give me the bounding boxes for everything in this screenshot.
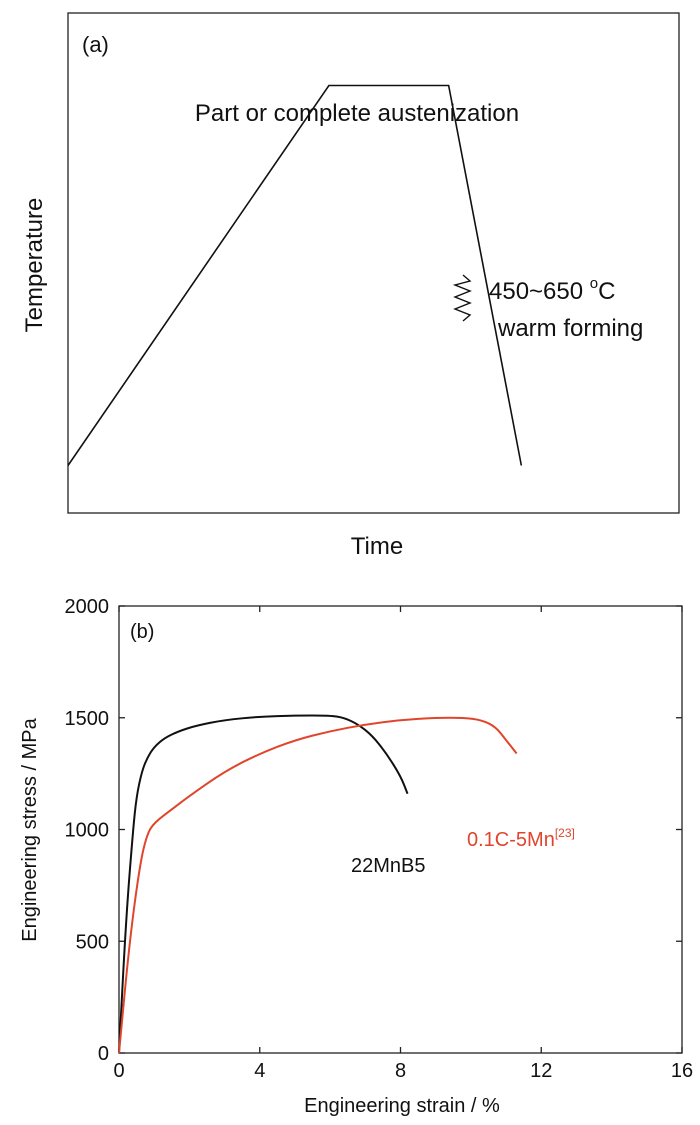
annotation-austenization: Part or complete austenization	[195, 100, 519, 127]
y-tick-label-1500: 1500	[65, 708, 110, 730]
annotation-degree-unit: C	[598, 278, 615, 305]
annotation-degree-sup: o	[590, 275, 598, 292]
panel-b-label: (b)	[130, 621, 154, 643]
series-0.1c-5mn-label-main: 0.1C-5Mn	[467, 829, 555, 851]
series-22mnb5-line	[118, 714, 409, 1054]
y-tick-label-500: 500	[76, 931, 109, 953]
annotation-temperature-range: 450~650 oC	[489, 275, 615, 305]
series-0.1c-5mn-label: 0.1C-5Mn[23]	[467, 826, 575, 851]
panel-a-y-axis-label: Temperature	[21, 198, 48, 333]
y-tick-label-0: 0	[98, 1043, 109, 1065]
panel-b-y-axis-label: Engineering stress / MPa	[19, 717, 41, 941]
x-tick-label-4: 4	[254, 1060, 265, 1082]
panel-b-ticks	[118, 605, 683, 1054]
panel-b-frame	[118, 605, 683, 1054]
y-tick-label-1000: 1000	[65, 820, 110, 842]
panel-a-x-axis-label: Time	[351, 533, 403, 560]
series-22mnb5-label: 22MnB5	[351, 855, 426, 877]
panel-b: (b) 0 4 8 12 16 0 500 1000 1500 2000 22MnB5 0.1C-…	[19, 596, 693, 1117]
annotation-warm-forming: warm forming	[497, 315, 643, 342]
x-tick-label-0: 0	[113, 1060, 124, 1082]
series-0.1c-5mn-line	[118, 716, 518, 1054]
panel-a-frame	[67, 12, 680, 514]
panel-b-tick-labels: 0 4 8 12 16 0 500 1000 1500 2000	[65, 596, 694, 1082]
panel-a-label: (a)	[82, 32, 109, 57]
x-tick-label-12: 12	[530, 1060, 552, 1082]
temperature-profile-line	[67, 84, 523, 466]
y-tick-label-2000: 2000	[65, 596, 110, 618]
series-0.1c-5mn-label-ref: [23]	[555, 826, 575, 840]
panel-b-x-axis-label: Engineering strain / %	[304, 1095, 500, 1117]
x-tick-label-8: 8	[395, 1060, 406, 1082]
annotation-temperature-value: 450~650	[489, 278, 590, 305]
panel-a: (a) Part or complete austenization 450~6…	[21, 12, 680, 560]
warm-forming-zigzag	[452, 274, 472, 322]
x-tick-label-16: 16	[671, 1060, 693, 1082]
